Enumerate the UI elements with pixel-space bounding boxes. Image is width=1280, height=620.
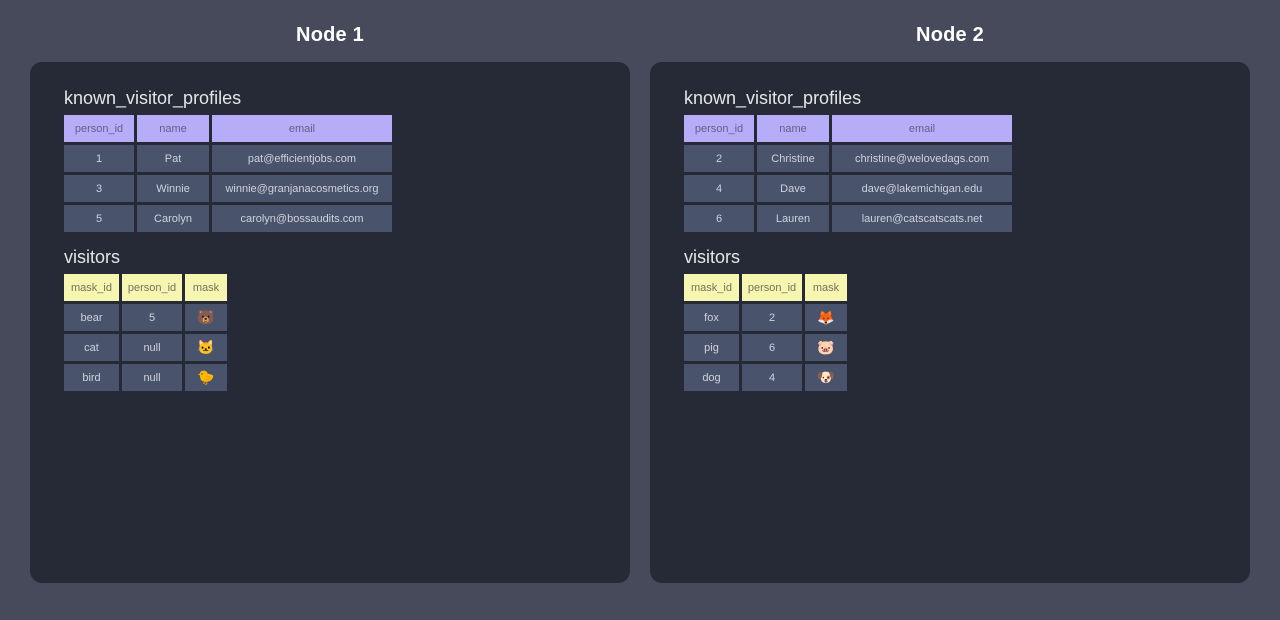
cell-person_id: 6 — [684, 205, 754, 232]
node-2-known-visitor-profiles-table: person_id name email 2 Christine christine@we… — [681, 112, 1015, 235]
cell-email: pat@efficientjobs.com — [212, 145, 392, 172]
column-header-mask_id: mask_id — [64, 274, 119, 301]
cell-email: christine@welovedags.com — [832, 145, 1012, 172]
cell-name: Pat — [137, 145, 209, 172]
column-header-person_id: person_id — [122, 274, 182, 301]
cell-mask_id: fox — [684, 304, 739, 331]
column-header-person_id: person_id — [684, 115, 754, 142]
column-header-email: email — [832, 115, 1012, 142]
table-row: bird null 🐤 — [64, 364, 227, 391]
column-header-name: name — [137, 115, 209, 142]
cell-mask: 🦊 — [805, 304, 847, 331]
column-header-email: email — [212, 115, 392, 142]
cell-person_id: 4 — [684, 175, 754, 202]
header-row: person_id name email — [684, 115, 1012, 142]
node-2-section: Node 2 known_visitor_profiles person_id n… — [650, 0, 1250, 620]
cell-person_id: null — [122, 334, 182, 361]
node-1-title: Node 1 — [296, 24, 364, 46]
header-row: person_id name email — [64, 115, 392, 142]
table-row: 6 Lauren lauren@catscatscats.net — [684, 205, 1012, 232]
table-row: bear 5 🐻 — [64, 304, 227, 331]
node-2-known-visitor-profiles-title: known_visitor_profiles — [684, 88, 862, 108]
node-2-visitors-table: mask_id person_id mask fox 2 🦊 pig 6 🐷 dog 4 🐶 — [681, 271, 850, 394]
header-row: mask_id person_id mask — [64, 274, 227, 301]
node-2-panel: known_visitor_profiles person_id name emai… — [650, 62, 1250, 583]
table-row: 3 Winnie winnie@granjanacosmetics.org — [64, 175, 392, 202]
table-row: 2 Christine christine@welovedags.com — [684, 145, 1012, 172]
cell-name: Lauren — [757, 205, 829, 232]
column-header-person_id: person_id — [64, 115, 134, 142]
header-row: mask_id person_id mask — [684, 274, 847, 301]
cell-mask_id: pig — [684, 334, 739, 361]
cell-name: Carolyn — [137, 205, 209, 232]
table-row: pig 6 🐷 — [684, 334, 847, 361]
column-header-mask: mask — [805, 274, 847, 301]
cell-name: Christine — [757, 145, 829, 172]
column-header-name: name — [757, 115, 829, 142]
table-row: 4 Dave dave@lakemichigan.edu — [684, 175, 1012, 202]
table-row: fox 2 🦊 — [684, 304, 847, 331]
cell-email: winnie@granjanacosmetics.org — [212, 175, 392, 202]
cell-mask: 🐻 — [185, 304, 227, 331]
node-1-known-visitor-profiles-title: known_visitor_profiles — [64, 88, 242, 108]
cell-mask: 🐷 — [805, 334, 847, 361]
cell-mask: 🐱 — [185, 334, 227, 361]
cell-mask_id: bird — [64, 364, 119, 391]
table-row: dog 4 🐶 — [684, 364, 847, 391]
cell-email: carolyn@bossaudits.com — [212, 205, 392, 232]
cell-name: Dave — [757, 175, 829, 202]
cell-person_id: 5 — [64, 205, 134, 232]
node-1-panel: known_visitor_profiles person_id name emai… — [30, 62, 630, 583]
cell-person_id: 1 — [64, 145, 134, 172]
cell-mask_id: cat — [64, 334, 119, 361]
column-header-mask_id: mask_id — [684, 274, 739, 301]
column-header-person_id: person_id — [742, 274, 802, 301]
cell-name: Winnie — [137, 175, 209, 202]
node-1-known-visitor-profiles-table: person_id name email 1 Pat pat@efficientjobs.… — [61, 112, 395, 235]
cell-email: dave@lakemichigan.edu — [832, 175, 1012, 202]
cell-person_id: 2 — [684, 145, 754, 172]
node-2-visitors-title: visitors — [684, 247, 741, 267]
cell-person_id: 4 — [742, 364, 802, 391]
cell-email: lauren@catscatscats.net — [832, 205, 1012, 232]
cell-mask_id: bear — [64, 304, 119, 331]
table-row: 5 Carolyn carolyn@bossaudits.com — [64, 205, 392, 232]
node-1-visitors-title: visitors — [64, 247, 121, 267]
cell-person_id: null — [122, 364, 182, 391]
node-1-section: Node 1 known_visitor_profiles person_id n… — [30, 0, 630, 620]
cell-mask: 🐤 — [185, 364, 227, 391]
cell-person_id: 5 — [122, 304, 182, 331]
cell-person_id: 3 — [64, 175, 134, 202]
cell-mask: 🐶 — [805, 364, 847, 391]
cell-person_id: 6 — [742, 334, 802, 361]
table-row: cat null 🐱 — [64, 334, 227, 361]
cell-mask_id: dog — [684, 364, 739, 391]
cell-person_id: 2 — [742, 304, 802, 331]
node-1-visitors-table: mask_id person_id mask bear 5 🐻 cat null 🐱 bird nu… — [61, 271, 230, 394]
node-2-title: Node 2 — [916, 24, 984, 46]
table-row: 1 Pat pat@efficientjobs.com — [64, 145, 392, 172]
column-header-mask: mask — [185, 274, 227, 301]
